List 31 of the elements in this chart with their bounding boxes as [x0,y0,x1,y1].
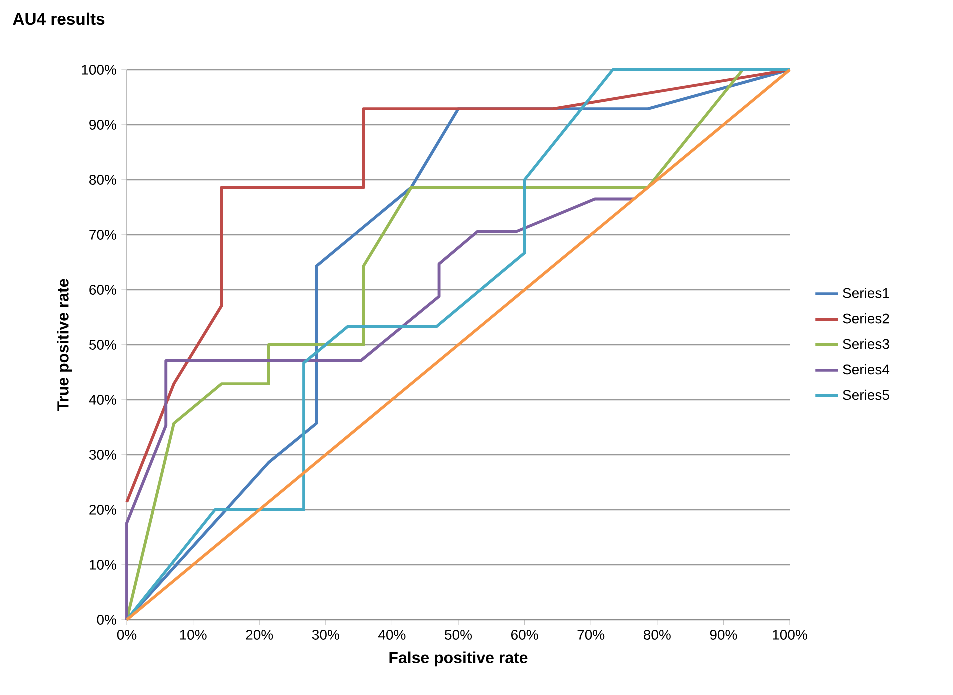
x-tick-label: 20% [246,630,274,640]
y-tick-label: 20% [90,505,116,515]
y-tick-label: 70% [90,230,116,240]
legend-label: Series3 [843,338,890,350]
x-tick-label: 10% [180,630,207,640]
x-tick-label: 30% [312,630,340,640]
x-tick-label: 60% [512,630,538,640]
y-tick-label: 60% [90,285,116,295]
x-tick-label: 40% [378,630,406,640]
x-tick-label: 80% [644,630,671,640]
y-tick-label: 80% [90,175,116,185]
line-series [126,198,636,622]
legend-label: Series5 [843,390,890,400]
y-tick-label: 40% [89,395,116,405]
legend-label: Series2 [843,313,890,324]
legend-label: Series4 [843,364,890,375]
y-tick-label: 0% [97,615,116,625]
y-tick-label: 100% [82,65,116,75]
y-tick-label: 50% [90,340,116,350]
x-tick-label: 70% [578,630,605,640]
x-axis-title: False positive rate [390,652,528,667]
y-axis-title: True positive rate [57,279,72,412]
x-tick-label: 50% [445,630,472,640]
y-tick-label: 30% [89,450,116,460]
x-tick-label: 90% [710,630,738,640]
y-tick-label: 10% [90,560,116,570]
legend-label: Series1 [843,288,890,298]
x-tick-label: 100% [773,630,808,640]
y-tick-label: 90% [90,120,116,130]
x-tick-label: 0% [117,630,137,640]
chart-title: AU4 results [13,12,105,26]
